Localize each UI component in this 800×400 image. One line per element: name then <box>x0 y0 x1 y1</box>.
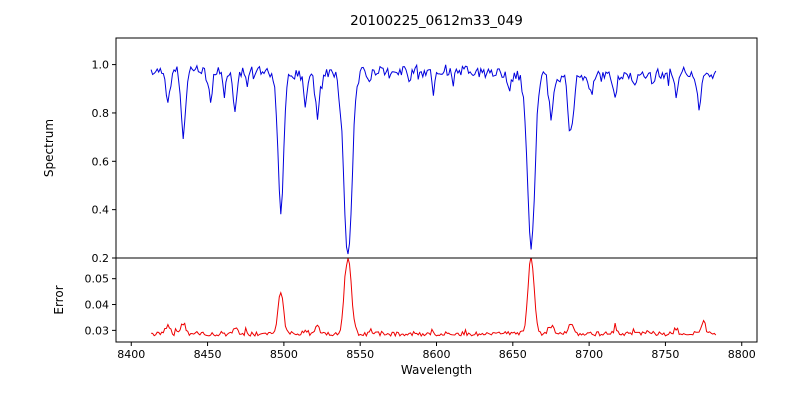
xtick-label: 8500 <box>270 348 298 361</box>
chart-title: 20100225_0612m33_049 <box>350 13 523 29</box>
error-ytick-label: 0.04 <box>85 299 110 312</box>
error-ytick-label: 0.05 <box>85 273 110 286</box>
error-panel-frame <box>115 257 758 343</box>
xtick-label: 8650 <box>499 348 527 361</box>
spectrum-panel-frame <box>115 37 758 259</box>
xtick-label: 8700 <box>575 348 603 361</box>
xtick-label: 8450 <box>194 348 222 361</box>
xtick-label: 8750 <box>651 348 679 361</box>
error-line <box>151 258 717 338</box>
spectrum-ytick-label: 0.8 <box>92 107 110 120</box>
xtick-label: 8550 <box>346 348 374 361</box>
error-ytick-label: 0.03 <box>85 324 110 337</box>
spectrum-ytick-label: 0.2 <box>92 252 110 265</box>
xtick-label: 8600 <box>423 348 451 361</box>
spectrum-ytick-label: 0.6 <box>92 155 110 168</box>
xtick-label: 8800 <box>728 348 756 361</box>
spectrum-line <box>150 63 717 255</box>
spectrum-ytick-label: 1.0 <box>92 59 110 72</box>
x-axis-label: Wavelength <box>400 363 473 377</box>
xtick-label: 8400 <box>117 348 145 361</box>
spectrum-ytick-label: 0.4 <box>92 204 110 217</box>
